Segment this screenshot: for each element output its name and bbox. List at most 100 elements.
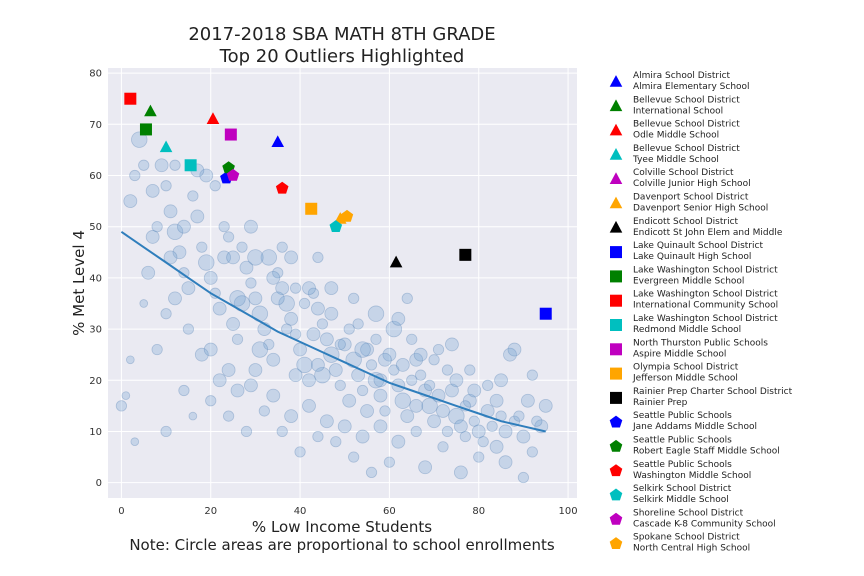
outlier-marker [144, 104, 157, 117]
school-point [138, 159, 150, 171]
legend-marker [609, 488, 623, 501]
highlighted-outlier-points [124, 92, 552, 320]
outlier-marker [271, 135, 285, 148]
legend-school: Davenport Senior High School [633, 204, 768, 214]
school-point [395, 358, 410, 372]
legend-school: Aspire Middle School [633, 349, 726, 359]
school-point [212, 373, 227, 388]
school-point [494, 373, 508, 388]
school-point [531, 415, 543, 427]
legend-marker [609, 172, 623, 184]
y-axis-label: % Met Level 4 [70, 230, 88, 336]
school-point [445, 337, 459, 352]
school-point [382, 347, 397, 362]
school-point [260, 249, 278, 266]
school-point [266, 352, 281, 367]
school-point [538, 398, 553, 413]
legend-district: Almira School District [633, 71, 731, 81]
school-point [459, 430, 471, 443]
school-point [383, 456, 395, 468]
legend-school: International Community School [633, 301, 778, 311]
school-point [288, 368, 303, 383]
legend-school: Evergreen Middle School [633, 276, 744, 286]
legend-district: North Thurston Public Schools [633, 338, 768, 348]
school-point [385, 320, 403, 338]
school-point [462, 393, 477, 408]
school-point [360, 342, 374, 357]
outlier-marker [459, 248, 472, 261]
school-point [266, 388, 281, 403]
school-point [240, 425, 253, 438]
outlier-marker [139, 123, 152, 136]
legend-school: Odle Middle School [633, 131, 719, 141]
y-tick-label: 70 [89, 120, 102, 131]
school-point [217, 250, 232, 265]
legend-district: Bellevue School District [633, 95, 740, 105]
school-point [129, 169, 141, 182]
school-point [354, 341, 371, 358]
school-point [284, 311, 299, 326]
school-point [239, 260, 254, 275]
school-point [163, 250, 178, 265]
school-point [311, 301, 325, 316]
school-point [223, 231, 235, 243]
legend-school: Selkirk Middle School [633, 495, 729, 505]
school-point [409, 352, 424, 367]
school-point [198, 254, 215, 271]
school-point [373, 419, 388, 434]
school-point [520, 393, 535, 408]
x-axis-label: % Low Income Students [252, 518, 432, 536]
legend-marker [609, 537, 623, 549]
school-point [467, 383, 482, 398]
legend-marker [610, 391, 622, 404]
legend-marker [609, 99, 623, 112]
x-tick-label: 80 [472, 506, 485, 517]
school-point [160, 180, 172, 192]
school-point [342, 393, 357, 408]
legend-district: Seattle Public Schools [633, 411, 732, 421]
school-point [312, 251, 324, 264]
school-point [311, 358, 325, 372]
legend-school: Redmond Middle School [633, 325, 741, 335]
school-point [498, 455, 513, 470]
school-point [513, 410, 525, 422]
grid [108, 68, 577, 498]
background-school-points [115, 131, 553, 484]
legend-district: Olympia School District [633, 363, 739, 373]
school-point [428, 354, 440, 366]
school-point [337, 337, 352, 352]
legend-marker [610, 343, 622, 356]
legend-district: Bellevue School District [633, 120, 740, 130]
legend-marker [609, 148, 623, 160]
legend-marker [610, 270, 622, 283]
legend-school: International School [633, 106, 723, 116]
school-point [231, 333, 244, 345]
school-point [319, 414, 334, 429]
school-point [218, 221, 230, 233]
school-point [394, 392, 412, 409]
legend-marker [610, 319, 622, 331]
school-point [453, 465, 468, 480]
school-point [226, 250, 240, 265]
school-point [471, 424, 486, 439]
school-point [489, 439, 504, 454]
school-point [415, 369, 427, 381]
school-point [378, 352, 392, 367]
school-point [281, 323, 293, 335]
school-point [126, 355, 135, 365]
outlier-marker [329, 220, 343, 232]
school-point [141, 265, 156, 280]
school-point [445, 383, 459, 398]
school-point [316, 318, 328, 330]
school-point [221, 363, 236, 377]
school-point [516, 429, 531, 444]
legend-school: Almira Elementary School [633, 82, 750, 92]
school-point [205, 395, 217, 407]
school-point [251, 341, 269, 358]
legend-district: Selkirk School District [633, 484, 732, 494]
legend-marker [609, 464, 623, 477]
legend-district: Endicott School District [633, 217, 739, 227]
school-point [423, 379, 436, 391]
school-point [401, 292, 413, 304]
